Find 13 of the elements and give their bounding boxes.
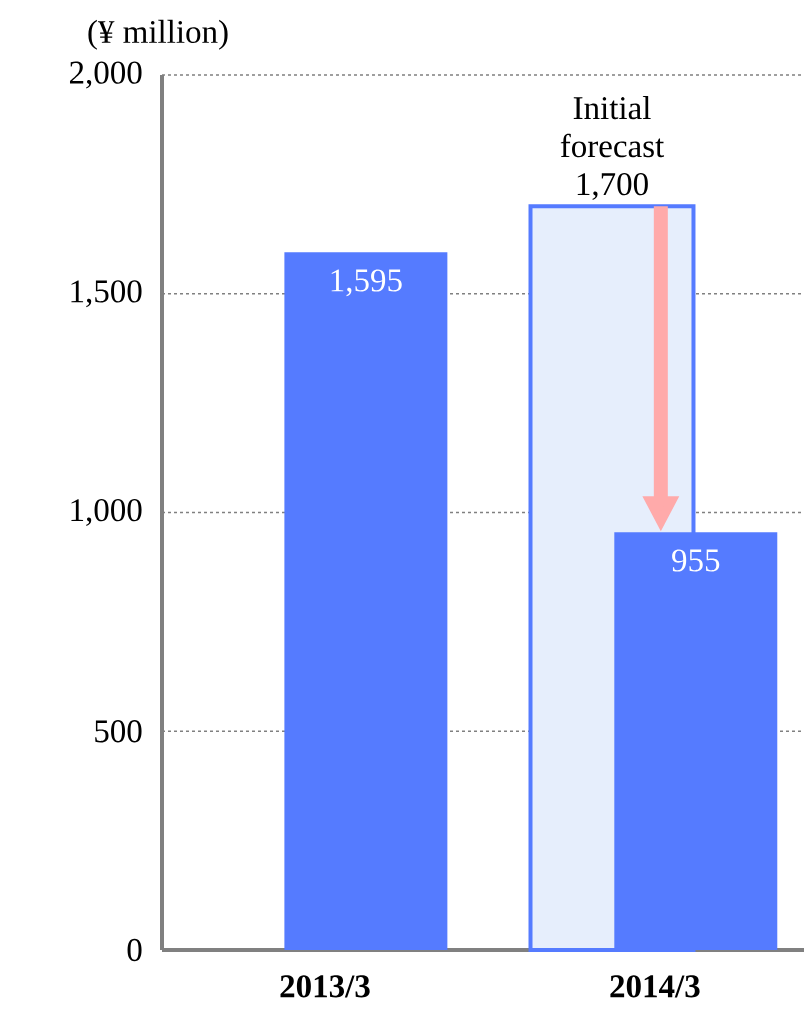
data-label: 1,700 (577, 173, 648, 201)
x-tick-label: 2013/3 (280, 975, 370, 998)
y-tick-label: 500 (95, 720, 142, 743)
x-tick-label: 2014/3 (610, 975, 700, 998)
y-tick-label: 0 (127, 938, 142, 962)
data-label: 1,595 (331, 269, 402, 297)
y-axis-title: (¥ million) (88, 19, 228, 50)
bar (284, 252, 448, 950)
y-tick-label: 1,000 (71, 498, 142, 527)
series-label: Initial forecast (560, 96, 665, 158)
data-label: 955 (672, 549, 720, 572)
y-tick-label: 2,000 (69, 61, 142, 89)
y-tick-label: 1,500 (71, 280, 142, 308)
